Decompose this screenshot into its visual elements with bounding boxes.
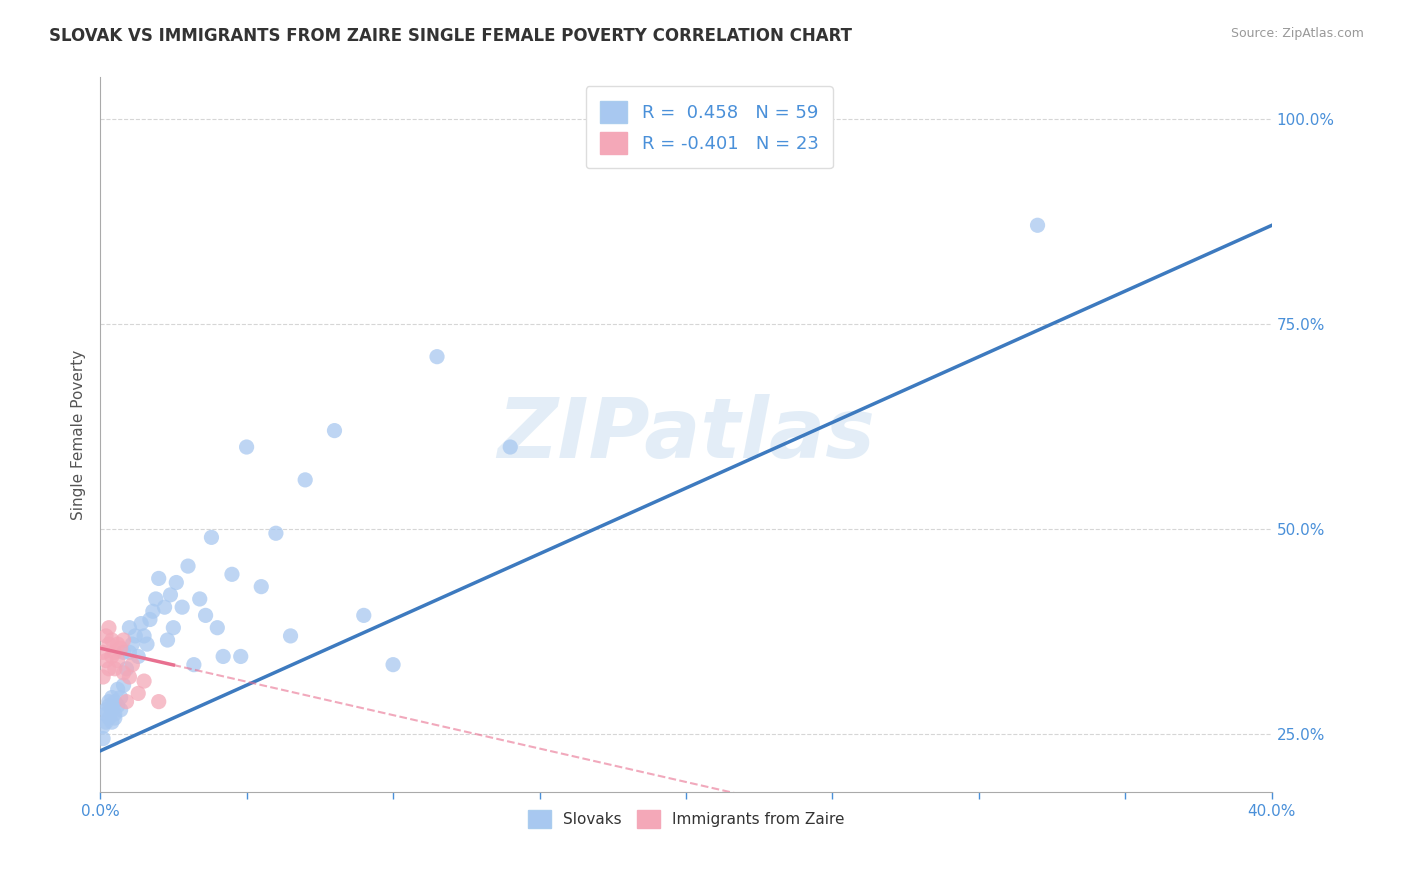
Point xyxy=(101,633,124,648)
Point xyxy=(194,608,217,623)
Point xyxy=(177,559,200,574)
Point xyxy=(1026,219,1049,233)
Point xyxy=(499,440,522,454)
Point xyxy=(112,633,135,648)
Point xyxy=(426,350,449,364)
Legend: Slovaks, Immigrants from Zaire: Slovaks, Immigrants from Zaire xyxy=(522,804,851,834)
Point xyxy=(132,674,155,689)
Point xyxy=(229,649,252,664)
Point xyxy=(101,715,124,730)
Point xyxy=(94,629,117,643)
Point xyxy=(124,629,146,643)
Point xyxy=(153,600,176,615)
Point xyxy=(212,649,235,664)
Point xyxy=(112,665,135,680)
Point xyxy=(104,695,127,709)
Point xyxy=(207,621,229,635)
Point xyxy=(97,698,120,713)
Point xyxy=(94,715,117,730)
Point xyxy=(353,608,375,623)
Point xyxy=(107,682,129,697)
Point xyxy=(132,629,155,643)
Point xyxy=(101,703,124,717)
Point xyxy=(91,731,114,746)
Point xyxy=(221,567,243,582)
Point xyxy=(110,690,132,705)
Point xyxy=(159,588,181,602)
Point xyxy=(110,641,132,656)
Point xyxy=(250,580,273,594)
Text: Source: ZipAtlas.com: Source: ZipAtlas.com xyxy=(1230,27,1364,40)
Point xyxy=(188,591,211,606)
Point xyxy=(101,649,124,664)
Point xyxy=(121,657,143,672)
Point xyxy=(97,637,120,651)
Point xyxy=(115,662,138,676)
Point xyxy=(97,662,120,676)
Point xyxy=(97,695,120,709)
Point xyxy=(382,657,405,672)
Point xyxy=(294,473,316,487)
Point xyxy=(97,711,120,725)
Y-axis label: Single Female Poverty: Single Female Poverty xyxy=(72,350,86,520)
Point xyxy=(148,695,170,709)
Point xyxy=(97,621,120,635)
Point xyxy=(280,629,302,643)
Point xyxy=(139,612,162,626)
Point xyxy=(127,649,149,664)
Point xyxy=(107,698,129,713)
Point xyxy=(104,662,127,676)
Point xyxy=(115,695,138,709)
Point xyxy=(183,657,205,672)
Point xyxy=(264,526,287,541)
Point xyxy=(145,591,167,606)
Point xyxy=(118,621,141,635)
Point xyxy=(91,670,114,684)
Point xyxy=(235,440,257,454)
Point xyxy=(121,637,143,651)
Point xyxy=(112,645,135,659)
Point xyxy=(91,645,114,659)
Text: ZIPatlas: ZIPatlas xyxy=(498,394,875,475)
Point xyxy=(129,616,152,631)
Point xyxy=(101,690,124,705)
Point xyxy=(118,645,141,659)
Point xyxy=(162,805,184,820)
Point xyxy=(94,654,117,668)
Point xyxy=(107,637,129,651)
Point xyxy=(110,703,132,717)
Point xyxy=(127,686,149,700)
Point xyxy=(162,621,184,635)
Point xyxy=(200,530,222,544)
Point xyxy=(91,719,114,733)
Point xyxy=(118,670,141,684)
Point xyxy=(104,706,127,721)
Point xyxy=(94,703,117,717)
Point xyxy=(148,571,170,585)
Point xyxy=(104,711,127,725)
Point xyxy=(142,604,165,618)
Point xyxy=(156,633,179,648)
Point xyxy=(107,654,129,668)
Point xyxy=(136,637,159,651)
Point xyxy=(112,678,135,692)
Point xyxy=(94,706,117,721)
Point xyxy=(172,600,194,615)
Point xyxy=(104,645,127,659)
Text: SLOVAK VS IMMIGRANTS FROM ZAIRE SINGLE FEMALE POVERTY CORRELATION CHART: SLOVAK VS IMMIGRANTS FROM ZAIRE SINGLE F… xyxy=(49,27,852,45)
Point xyxy=(165,575,187,590)
Point xyxy=(323,424,346,438)
